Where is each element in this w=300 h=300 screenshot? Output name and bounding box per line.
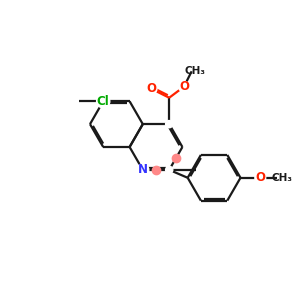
Circle shape [146, 83, 157, 94]
Text: O: O [255, 171, 265, 184]
Circle shape [166, 166, 173, 173]
Circle shape [255, 172, 266, 183]
Circle shape [178, 81, 189, 92]
Text: Cl: Cl [97, 95, 110, 108]
Text: O: O [146, 82, 157, 95]
Circle shape [137, 164, 149, 176]
Circle shape [166, 121, 173, 128]
Circle shape [97, 95, 110, 108]
Text: O: O [179, 80, 189, 93]
Text: N: N [138, 164, 148, 176]
Text: CH₃: CH₃ [185, 66, 206, 76]
Text: CH₃: CH₃ [272, 173, 292, 183]
